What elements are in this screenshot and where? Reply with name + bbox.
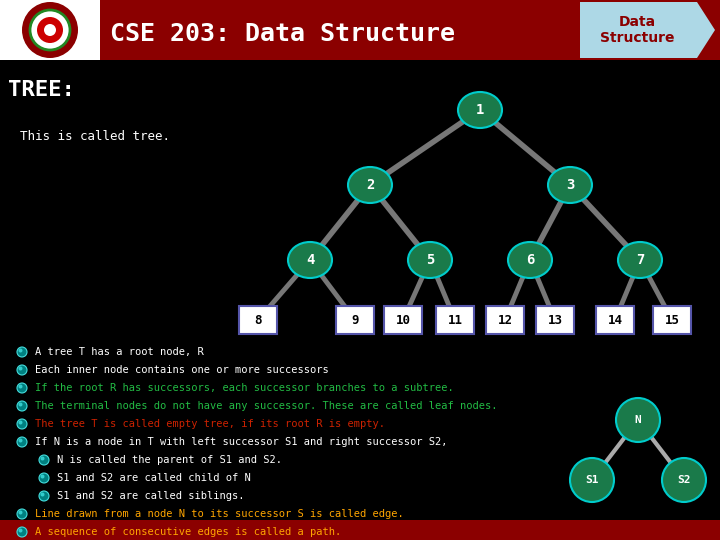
Text: 11: 11 bbox=[448, 314, 462, 327]
Circle shape bbox=[44, 24, 56, 36]
Circle shape bbox=[17, 509, 27, 519]
Text: 15: 15 bbox=[665, 314, 680, 327]
Text: 2: 2 bbox=[366, 178, 374, 192]
Text: 4: 4 bbox=[306, 253, 314, 267]
Bar bbox=[239, 306, 277, 334]
Circle shape bbox=[19, 421, 22, 424]
Ellipse shape bbox=[458, 92, 502, 128]
Ellipse shape bbox=[618, 242, 662, 278]
Ellipse shape bbox=[408, 242, 452, 278]
Text: CSE 203: Data Structure: CSE 203: Data Structure bbox=[110, 22, 455, 46]
Text: S1 and S2 are called siblings.: S1 and S2 are called siblings. bbox=[57, 491, 245, 501]
Text: S1: S1 bbox=[585, 475, 599, 485]
Circle shape bbox=[30, 10, 70, 50]
Text: 6: 6 bbox=[526, 253, 534, 267]
Circle shape bbox=[17, 383, 27, 393]
Circle shape bbox=[40, 492, 45, 496]
Text: 10: 10 bbox=[395, 314, 410, 327]
Circle shape bbox=[17, 419, 27, 429]
Text: If the root R has successors, each successor branches to a subtree.: If the root R has successors, each succe… bbox=[35, 383, 454, 393]
Text: S2: S2 bbox=[678, 475, 690, 485]
Circle shape bbox=[19, 384, 22, 388]
Circle shape bbox=[17, 437, 27, 447]
Text: A tree T has a root node, R: A tree T has a root node, R bbox=[35, 347, 204, 357]
Circle shape bbox=[19, 510, 22, 515]
Circle shape bbox=[40, 475, 45, 478]
Text: 13: 13 bbox=[547, 314, 562, 327]
Bar bbox=[0, 0, 100, 60]
Text: 7: 7 bbox=[636, 253, 644, 267]
Text: A sequence of consecutive edges is called a path.: A sequence of consecutive edges is calle… bbox=[35, 527, 341, 537]
Text: N is called the parent of S1 and S2.: N is called the parent of S1 and S2. bbox=[57, 455, 282, 465]
Bar bbox=[436, 306, 474, 334]
Circle shape bbox=[19, 529, 22, 532]
Circle shape bbox=[19, 348, 22, 353]
Ellipse shape bbox=[288, 242, 332, 278]
Text: 14: 14 bbox=[608, 314, 623, 327]
Bar bbox=[486, 306, 524, 334]
Bar bbox=[653, 306, 691, 334]
Circle shape bbox=[616, 398, 660, 442]
Circle shape bbox=[37, 17, 63, 43]
Text: The tree T is called empty tree, if its root R is empty.: The tree T is called empty tree, if its … bbox=[35, 419, 385, 429]
Circle shape bbox=[39, 455, 49, 465]
Text: The terminal nodes do not have any successor. These are called leaf nodes.: The terminal nodes do not have any succe… bbox=[35, 401, 498, 411]
Ellipse shape bbox=[348, 167, 392, 203]
Text: 3: 3 bbox=[566, 178, 574, 192]
Text: 8: 8 bbox=[254, 314, 262, 327]
Text: TREE:: TREE: bbox=[8, 80, 75, 100]
Text: N: N bbox=[634, 415, 642, 425]
Circle shape bbox=[17, 365, 27, 375]
Text: Each inner node contains one or more successors: Each inner node contains one or more suc… bbox=[35, 365, 329, 375]
Circle shape bbox=[40, 456, 45, 461]
Text: Data
Structure: Data Structure bbox=[600, 15, 675, 45]
Text: 12: 12 bbox=[498, 314, 513, 327]
Circle shape bbox=[19, 438, 22, 442]
Circle shape bbox=[19, 367, 22, 370]
Text: 1: 1 bbox=[476, 103, 484, 117]
Bar bbox=[0, 520, 720, 540]
Text: This is called tree.: This is called tree. bbox=[20, 130, 170, 143]
Text: If N is a node in T with left successor S1 and right successor S2,: If N is a node in T with left successor … bbox=[35, 437, 448, 447]
Bar bbox=[384, 306, 422, 334]
Bar bbox=[536, 306, 574, 334]
Ellipse shape bbox=[508, 242, 552, 278]
Text: S1 and S2 are called child of N: S1 and S2 are called child of N bbox=[57, 473, 251, 483]
Ellipse shape bbox=[548, 167, 592, 203]
Circle shape bbox=[39, 491, 49, 501]
Circle shape bbox=[17, 401, 27, 411]
Circle shape bbox=[22, 2, 78, 58]
Bar bbox=[336, 306, 374, 334]
Circle shape bbox=[19, 402, 22, 407]
Bar bbox=[596, 306, 634, 334]
Bar bbox=[0, 0, 720, 60]
Circle shape bbox=[17, 347, 27, 357]
Circle shape bbox=[570, 458, 614, 502]
Circle shape bbox=[662, 458, 706, 502]
Polygon shape bbox=[580, 2, 715, 58]
Text: 9: 9 bbox=[351, 314, 359, 327]
Text: 5: 5 bbox=[426, 253, 434, 267]
Circle shape bbox=[39, 473, 49, 483]
Text: Line drawn from a node N to its successor S is called edge.: Line drawn from a node N to its successo… bbox=[35, 509, 404, 519]
Circle shape bbox=[17, 527, 27, 537]
